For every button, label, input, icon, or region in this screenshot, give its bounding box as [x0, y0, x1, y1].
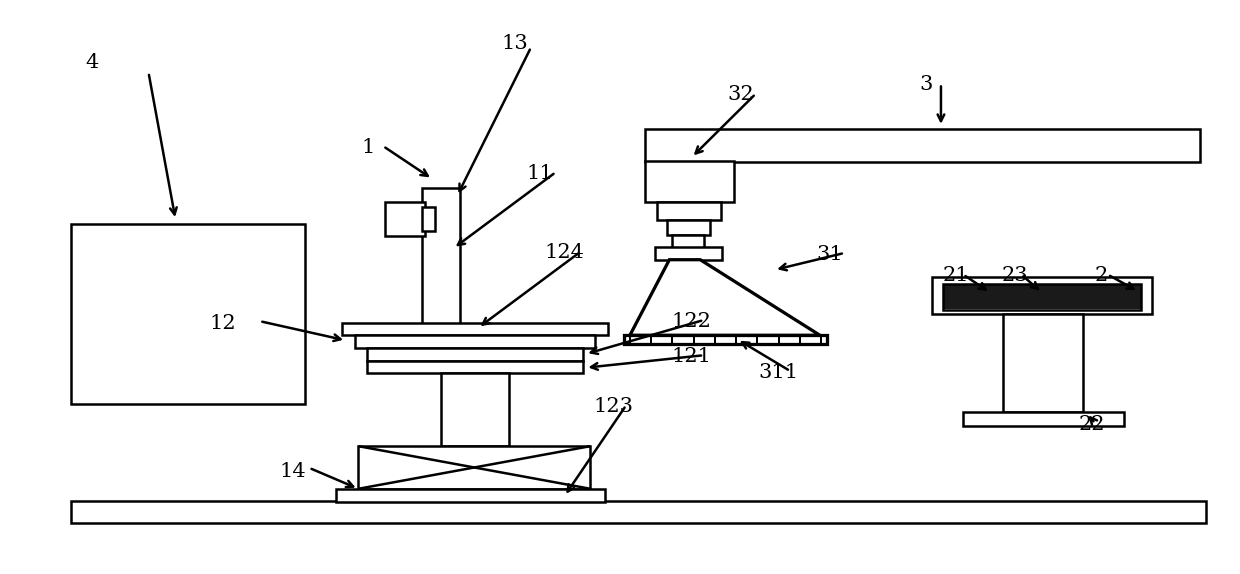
Bar: [367, 361, 583, 374]
Text: 1: 1: [362, 138, 374, 157]
Text: 32: 32: [728, 86, 754, 104]
Bar: [672, 235, 704, 249]
Bar: [336, 489, 605, 502]
Text: 13: 13: [502, 34, 528, 53]
Text: 3: 3: [919, 75, 932, 94]
Bar: [1003, 315, 1083, 412]
Bar: [657, 201, 722, 220]
Bar: [355, 335, 595, 348]
Bar: [944, 284, 1141, 310]
Bar: [667, 220, 711, 235]
Text: 22: 22: [1079, 415, 1105, 434]
Bar: [358, 446, 590, 489]
Bar: [932, 277, 1152, 315]
Bar: [963, 412, 1123, 426]
Text: 21: 21: [942, 266, 970, 285]
Bar: [624, 335, 827, 344]
Text: 11: 11: [527, 164, 553, 183]
Bar: [71, 224, 305, 404]
Text: 122: 122: [672, 312, 712, 331]
Bar: [441, 374, 508, 446]
Bar: [423, 188, 460, 332]
Polygon shape: [630, 259, 820, 335]
Bar: [386, 201, 425, 236]
Text: 23: 23: [1002, 266, 1028, 285]
Bar: [645, 161, 734, 201]
Bar: [342, 323, 608, 335]
Text: 121: 121: [672, 347, 712, 366]
Text: 4: 4: [86, 53, 98, 72]
Bar: [423, 207, 435, 231]
Bar: [645, 129, 1200, 162]
Bar: [944, 284, 1141, 309]
Text: 2: 2: [1095, 266, 1109, 285]
Text: 31: 31: [816, 245, 843, 263]
Bar: [367, 348, 583, 361]
Text: 14: 14: [279, 462, 306, 481]
Text: 311: 311: [758, 363, 799, 382]
Text: 123: 123: [594, 397, 634, 416]
Text: 124: 124: [544, 243, 584, 262]
Bar: [655, 247, 723, 259]
Bar: [71, 501, 1207, 523]
Text: 12: 12: [210, 315, 236, 333]
Bar: [429, 331, 451, 341]
